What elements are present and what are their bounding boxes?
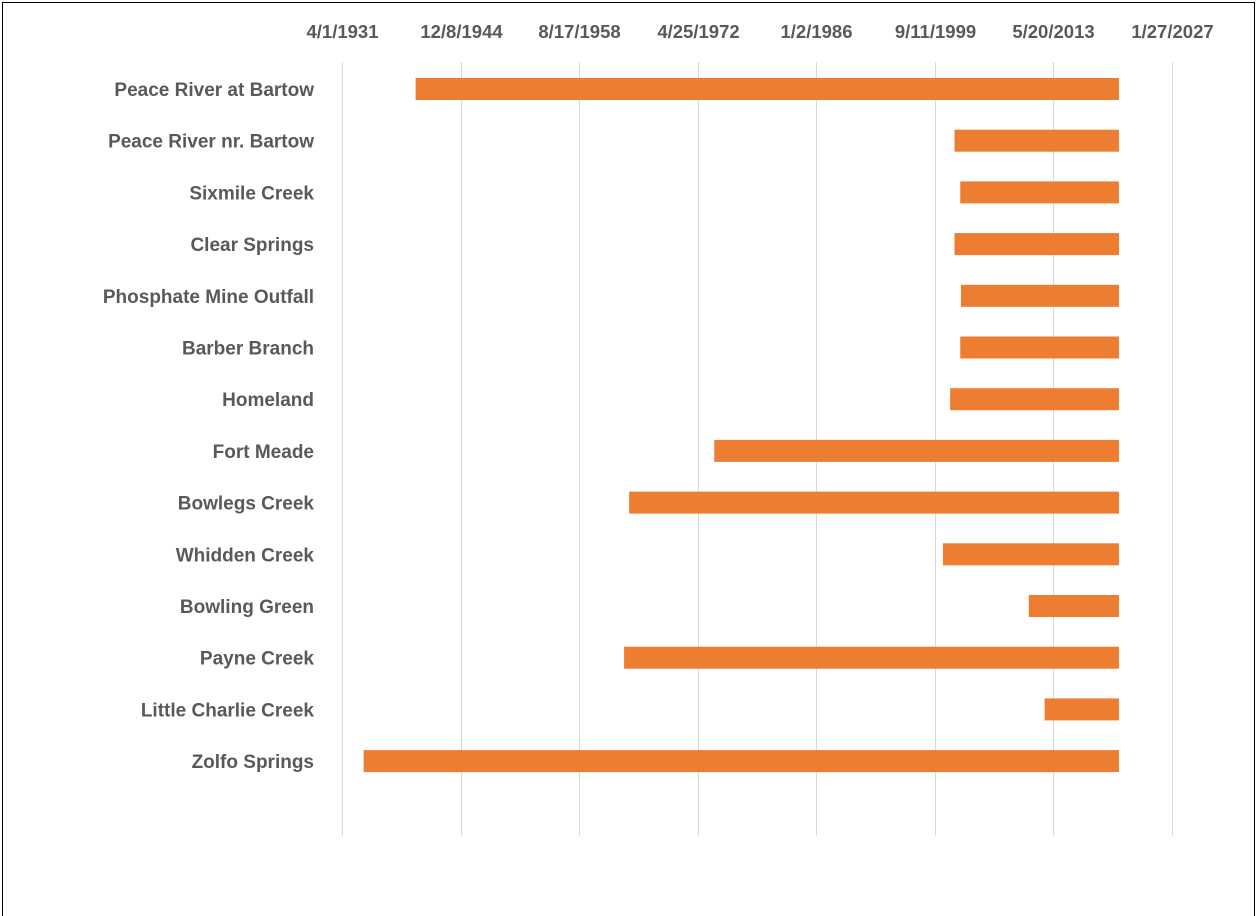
category-label: Peace River at Bartow <box>114 80 314 101</box>
bar-bowling-green <box>1028 595 1119 617</box>
category-label: Little Charlie Creek <box>141 700 315 721</box>
category-label: Barber Branch <box>182 339 314 360</box>
category-label: Peace River nr. Bartow <box>108 132 314 153</box>
bar-sixmile-creek <box>960 181 1119 204</box>
bar-fort-meade <box>714 439 1119 462</box>
category-label: Fort Meade <box>213 442 314 463</box>
bar-barber-branch <box>960 336 1119 359</box>
bars <box>363 78 1119 773</box>
category-label: Payne Creek <box>200 649 315 670</box>
bar-peace-river-at-bartow <box>415 78 1119 100</box>
x-axis-tick-labels: 4/1/1931 12/8/1944 8/17/1958 4/25/1972 1/2/1… <box>306 21 1213 42</box>
category-labels: Peace River at Bartow Peace River nr. Bar… <box>103 80 315 773</box>
category-label: Homeland <box>222 390 314 411</box>
category-label: Phosphate Mine Outfall <box>103 287 314 308</box>
category-label: Whidden Creek <box>176 545 315 566</box>
x-tick-label: 1/2/1986 <box>780 21 852 42</box>
bar-payne-creek <box>624 646 1119 669</box>
x-tick-label: 1/27/2027 <box>1131 21 1213 42</box>
category-label: Zolfo Springs <box>192 752 314 773</box>
bar-peace-river-nr-bartow <box>954 129 1119 152</box>
x-tick-label: 4/25/1972 <box>657 21 739 42</box>
x-tick-label: 4/1/1931 <box>306 21 378 42</box>
category-label: Clear Springs <box>190 235 314 256</box>
bar-whidden-creek <box>942 543 1119 566</box>
x-tick-label: 8/17/1958 <box>538 21 620 42</box>
x-tick-label: 5/20/2013 <box>1012 21 1094 42</box>
category-label: Sixmile Creek <box>189 183 314 204</box>
category-label: Bowling Green <box>180 597 314 618</box>
bar-clear-springs <box>954 233 1119 256</box>
bar-bowlegs-creek <box>629 491 1119 514</box>
bar-homeland <box>950 388 1119 411</box>
x-tick-label: 9/11/1999 <box>895 21 976 42</box>
bar-phosphate-mine-outfall <box>960 284 1119 307</box>
bar-little-charlie-creek <box>1044 698 1119 721</box>
x-tick-label: 12/8/1944 <box>420 21 503 42</box>
category-label: Bowlegs Creek <box>178 494 315 515</box>
bar-zolfo-springs <box>363 750 1119 773</box>
